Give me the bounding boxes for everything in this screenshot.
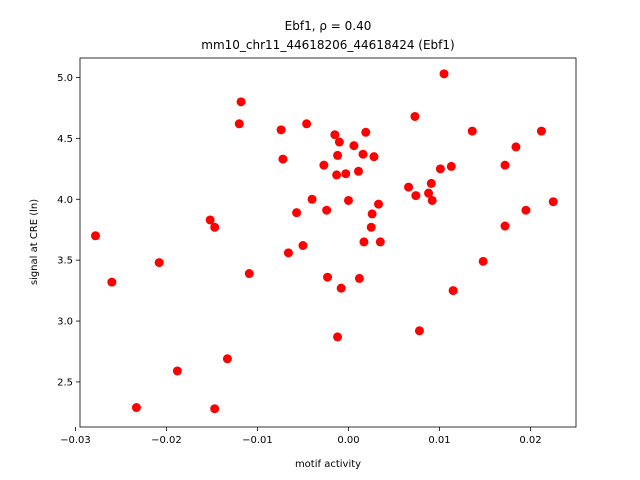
scatter-point	[341, 169, 351, 179]
scatter-point	[349, 141, 359, 151]
scatter-point	[414, 326, 424, 336]
scatter-point	[521, 205, 531, 215]
scatter-point	[336, 283, 346, 293]
scatter-point	[292, 208, 302, 218]
x-tick-label: 0.01	[428, 435, 450, 446]
scatter-point	[536, 126, 546, 136]
scatter-point	[333, 332, 343, 342]
scatter-point	[330, 130, 340, 140]
y-tick-label: 4.0	[57, 195, 73, 206]
scatter-point	[333, 150, 343, 160]
scatter-point	[343, 195, 353, 205]
y-tick-label: 3.0	[57, 317, 73, 328]
scatter-point	[319, 160, 329, 170]
scatter-point	[369, 152, 379, 162]
scatter-point	[511, 142, 521, 152]
y-tick-label: 5.0	[57, 73, 73, 84]
scatter-point	[467, 126, 477, 136]
scatter-point	[278, 154, 288, 164]
scatter-point	[353, 166, 363, 176]
scatter-point	[276, 125, 286, 135]
scatter-point	[302, 119, 312, 129]
x-tick-label: −0.01	[242, 435, 273, 446]
scatter-point	[334, 137, 344, 147]
scatter-point	[410, 111, 420, 121]
x-axis-label: motif activity	[295, 459, 361, 470]
x-tick-label: −0.03	[60, 435, 91, 446]
scatter-point	[236, 97, 246, 107]
scatter-point	[322, 205, 332, 215]
scatter-point	[446, 161, 456, 171]
scatter-point	[439, 69, 449, 79]
data-points	[90, 69, 558, 414]
y-axis-label: signal at CRE (ln)	[29, 199, 40, 285]
chart-title-line1: Ebf1, ρ = 0.40	[285, 19, 372, 33]
scatter-point	[359, 237, 369, 247]
scatter-point	[358, 149, 368, 159]
scatter-point	[307, 194, 317, 204]
scatter-point	[448, 286, 458, 296]
scatter-point	[323, 272, 333, 282]
y-tick-label: 2.5	[57, 377, 73, 388]
scatter-point	[367, 209, 377, 219]
scatter-point	[424, 188, 434, 198]
scatter-point	[222, 354, 232, 364]
scatter-point	[374, 199, 384, 209]
y-tick-label: 4.5	[57, 134, 73, 145]
chart-title-line2: mm10_chr11_44618206_44618424 (Ebf1)	[201, 38, 454, 52]
scatter-point	[234, 119, 244, 129]
axis-ticks: −0.03 −0.02 −0.01 0.00 0.01 0.02 2.5 3.0 3.5 4.0 4…	[57, 73, 542, 446]
scatter-point	[435, 164, 445, 174]
scatter-point	[404, 182, 414, 192]
plot-area-frame	[79, 57, 577, 428]
scatter-point	[354, 273, 364, 283]
scatter-point	[210, 404, 220, 414]
scatter-point	[332, 170, 342, 180]
x-tick-label: −0.02	[151, 435, 182, 446]
scatter-point	[283, 248, 293, 258]
x-tick-label: 0.00	[337, 435, 359, 446]
scatter-point	[205, 215, 215, 225]
y-tick-label: 3.5	[57, 256, 73, 267]
scatter-point	[361, 127, 371, 137]
scatter-point	[366, 222, 376, 232]
scatter-point	[154, 258, 164, 268]
scatter-point	[107, 277, 117, 287]
scatter-point	[375, 237, 385, 247]
scatter-point	[298, 241, 308, 251]
scatter-point	[548, 197, 558, 207]
scatter-point	[500, 160, 510, 170]
scatter-point	[90, 231, 100, 241]
x-tick-label: 0.02	[519, 435, 541, 446]
scatter-point	[244, 269, 254, 279]
scatter-point	[210, 222, 220, 232]
scatter-point	[427, 195, 437, 205]
scatter-point	[426, 178, 436, 188]
scatter-point	[411, 191, 421, 201]
scatter-point	[172, 366, 182, 376]
scatter-point	[500, 221, 510, 231]
scatter-point	[478, 256, 488, 266]
scatter-point	[131, 403, 141, 413]
